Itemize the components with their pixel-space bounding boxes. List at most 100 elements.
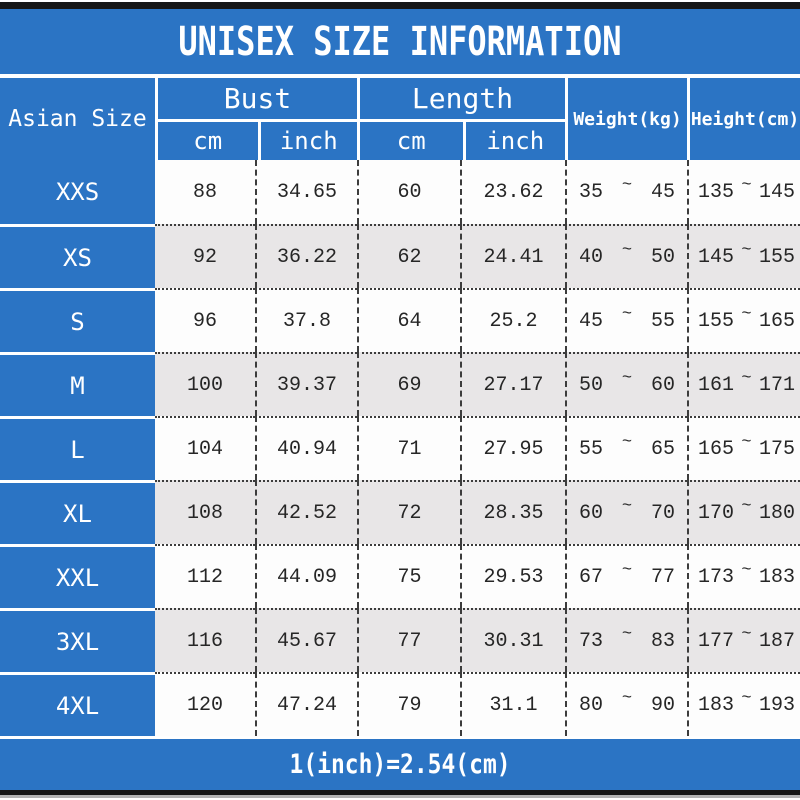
weight-min-value: 55 (579, 437, 604, 461)
height-range-cell: 177 ~ 187 (687, 608, 800, 672)
height-range-cell: 170 ~ 180 (687, 480, 800, 544)
height-range-cell: 165 ~ 175 (687, 416, 800, 480)
size-cell: L (0, 416, 155, 480)
length-cm-cell: 62 (357, 224, 460, 288)
length-cm-cell: 60 (357, 160, 460, 224)
length-group-header: Length cm inch (357, 78, 565, 160)
tilde-separator: ~ (621, 304, 633, 324)
bust-cm-cell: 108 (155, 480, 255, 544)
tilde-separator: ~ (741, 240, 752, 260)
weight-max-value: 55 (650, 309, 675, 333)
size-cell: XS (0, 224, 155, 288)
height-range-cell: 155 ~ 165 (687, 288, 800, 352)
bust-inch-cell: 34.65 (255, 160, 357, 224)
weight-min-value: 40 (579, 245, 604, 269)
bust-inch-cell: 45.67 (255, 608, 357, 672)
tilde-separator: ~ (621, 240, 633, 260)
weight-range-cell: 60 ~ 70 (565, 480, 687, 544)
weight-max-value: 60 (650, 373, 675, 397)
weight-min-value: 67 (579, 565, 604, 589)
weight-max-value: 45 (650, 180, 675, 204)
weight-range-cell: 50 ~ 60 (565, 352, 687, 416)
length-inch-cell: 31.1 (460, 672, 565, 736)
table-row: L 104 40.94 71 27.95 55 ~ 65 165 ~ 175 (0, 416, 800, 480)
bust-inch-cell: 44.09 (255, 544, 357, 608)
bust-cm-cell: 92 (155, 224, 255, 288)
height-max-value: 193 (758, 693, 795, 717)
bottom-gray-strip (0, 795, 800, 798)
size-cell: XL (0, 480, 155, 544)
tilde-separator: ~ (741, 560, 752, 580)
bust-cm-cell: 116 (155, 608, 255, 672)
weight-max-value: 50 (650, 245, 675, 269)
table-row: XXS 88 34.65 60 23.62 35 ~ 45 135 ~ 145 (0, 160, 800, 224)
height-max-value: 180 (758, 501, 795, 525)
length-inch-cell: 23.62 (460, 160, 565, 224)
top-white-strip (0, 0, 800, 2)
height-max-value: 145 (758, 180, 795, 204)
length-cm-cell: 79 (357, 672, 460, 736)
weight-max-value: 90 (650, 693, 675, 717)
height-max-value: 165 (758, 309, 795, 333)
weight-range-cell: 35 ~ 45 (565, 160, 687, 224)
tilde-separator: ~ (741, 368, 752, 388)
height-range-cell: 183 ~ 193 (687, 672, 800, 736)
size-cell: M (0, 352, 155, 416)
bust-inch-subheader: inch (257, 122, 358, 160)
weight-min-value: 35 (579, 180, 604, 204)
length-cm-cell: 69 (357, 352, 460, 416)
weight-range-cell: 67 ~ 77 (565, 544, 687, 608)
bust-inch-cell: 39.37 (255, 352, 357, 416)
height-max-value: 175 (758, 437, 795, 461)
table-header: Asian Size Bust cm inch Length cm inch W… (0, 78, 800, 160)
bust-inch-cell: 40.94 (255, 416, 357, 480)
size-cell: XXS (0, 160, 155, 224)
length-inch-cell: 29.53 (460, 544, 565, 608)
length-inch-subheader: inch (462, 122, 566, 160)
table-body: XXS 88 34.65 60 23.62 35 ~ 45 135 ~ 145 … (0, 160, 800, 736)
length-label: Length (360, 78, 565, 122)
table-row: M 100 39.37 69 27.17 50 ~ 60 161 ~ 171 (0, 352, 800, 416)
height-range-cell: 145 ~ 155 (687, 224, 800, 288)
weight-range-cell: 73 ~ 83 (565, 608, 687, 672)
asian-size-header-cell: Asian Size (0, 78, 155, 160)
weight-min-value: 80 (579, 693, 604, 717)
bust-cm-cell: 100 (155, 352, 255, 416)
bust-cm-cell: 104 (155, 416, 255, 480)
weight-range-cell: 55 ~ 65 (565, 416, 687, 480)
length-cm-cell: 75 (357, 544, 460, 608)
weight-range-cell: 80 ~ 90 (565, 672, 687, 736)
table-row: XXL 112 44.09 75 29.53 67 ~ 77 173 ~ 183 (0, 544, 800, 608)
length-inch-cell: 28.35 (460, 480, 565, 544)
title-band: UNISEX SIZE INFORMATION (0, 9, 800, 74)
tilde-separator: ~ (741, 688, 752, 708)
weight-max-value: 77 (650, 565, 675, 589)
tilde-separator: ~ (741, 624, 752, 644)
footer-band: 1(inch)=2.54(cm) (0, 736, 800, 790)
height-min-value: 173 (698, 565, 735, 589)
bust-cm-cell: 112 (155, 544, 255, 608)
conversion-note: 1(inch)=2.54(cm) (289, 749, 511, 780)
weight-min-value: 60 (579, 501, 604, 525)
size-cell: XXL (0, 544, 155, 608)
height-min-value: 145 (698, 245, 735, 269)
weight-range-cell: 40 ~ 50 (565, 224, 687, 288)
length-cm-cell: 77 (357, 608, 460, 672)
bottom-white-strip (0, 798, 800, 800)
bust-inch-cell: 37.8 (255, 288, 357, 352)
bottom-black-bar (0, 790, 800, 795)
length-inch-cell: 25.2 (460, 288, 565, 352)
length-cm-cell: 71 (357, 416, 460, 480)
tilde-separator: ~ (621, 624, 633, 644)
length-cm-subheader: cm (396, 127, 426, 155)
table-row: S 96 37.8 64 25.2 45 ~ 55 155 ~ 165 (0, 288, 800, 352)
bust-inch-cell: 36.22 (255, 224, 357, 288)
title-divider (0, 74, 800, 78)
bust-group-header: Bust cm inch (155, 78, 357, 160)
length-cm-cell: 64 (357, 288, 460, 352)
height-header-cell: Height(cm) (687, 78, 800, 160)
length-cm-cell: 72 (357, 480, 460, 544)
height-range-cell: 173 ~ 183 (687, 544, 800, 608)
weight-max-value: 70 (650, 501, 675, 525)
table-row: XS 92 36.22 62 24.41 40 ~ 50 145 ~ 155 (0, 224, 800, 288)
